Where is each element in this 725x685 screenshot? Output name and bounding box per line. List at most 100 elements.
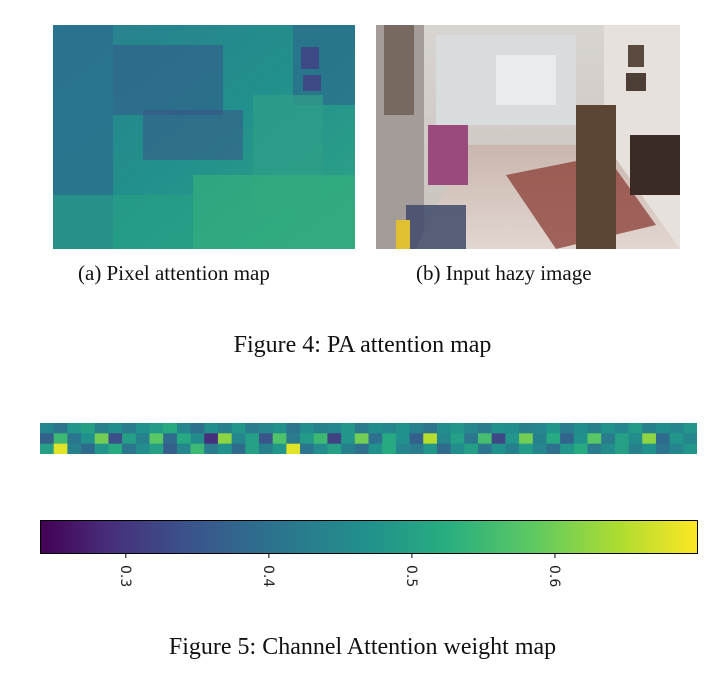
- figure-5-caption: Figure 5: Channel Attention weight map: [168, 634, 557, 660]
- heatmap-cell: [122, 433, 137, 445]
- heatmap-cell: [327, 433, 342, 445]
- heatmap-cell: [231, 423, 246, 434]
- heatmap-cell: [601, 443, 616, 454]
- channel-attention-heatmap: [40, 423, 697, 454]
- heatmap-cell: [40, 423, 55, 434]
- heatmap-cell: [587, 423, 602, 434]
- heatmap-cell: [67, 433, 82, 445]
- heatmap-cell: [546, 443, 561, 454]
- heatmap-cell: [217, 443, 233, 454]
- colorbar: [40, 520, 698, 554]
- heatmap-cell: [204, 423, 219, 434]
- heatmap-cell: [135, 423, 150, 434]
- heatmap-cell: [354, 443, 369, 454]
- heatmap-cell: [81, 423, 96, 434]
- heatmap-cell: [409, 433, 424, 445]
- heatmap-cell: [245, 443, 260, 454]
- heatmap-cell: [259, 443, 274, 454]
- heatmap-cell: [354, 423, 369, 434]
- heatmap-cell: [478, 443, 493, 454]
- colorbar-tick-label: 0.4: [260, 565, 276, 587]
- heatmap-cell: [272, 423, 287, 434]
- heatmap-cell: [204, 433, 219, 445]
- heatmap-cell: [628, 423, 643, 434]
- heatmap-cell: [176, 433, 191, 445]
- heatmap-cell: [286, 423, 301, 434]
- heatmap-cell: [642, 423, 657, 434]
- colorbar-ticks: 0.3 0.4 0.5 0.6: [117, 553, 562, 587]
- heatmap-cell: [560, 423, 575, 434]
- heatmap-cell: [176, 423, 191, 434]
- heatmap-cell: [683, 433, 697, 445]
- heatmap-cell: [464, 443, 479, 454]
- heatmap-cell: [478, 423, 493, 434]
- heatmap-cell: [669, 433, 684, 445]
- heatmap-cell: [272, 443, 287, 454]
- heatmap-cell: [313, 423, 328, 434]
- heatmap-cell: [149, 433, 164, 445]
- heatmap-cell: [259, 433, 274, 445]
- heatmap-cell: [505, 423, 520, 434]
- heatmap-cell: [204, 443, 219, 454]
- heatmap-cell: [519, 423, 534, 434]
- heatmap-cell: [642, 433, 657, 445]
- heatmap-cell: [190, 423, 205, 434]
- heatmap-cell: [108, 423, 123, 434]
- heatmap-cell: [53, 433, 68, 445]
- heatmap-cell: [176, 443, 191, 454]
- colorbar-tick-label: 0.3: [117, 565, 133, 587]
- heatmap-cell: [231, 433, 246, 445]
- heatmap-cell: [286, 433, 301, 445]
- heatmap-cell: [450, 443, 465, 454]
- heatmap-cell: [560, 433, 575, 445]
- heatmap-cell: [628, 433, 643, 445]
- heatmap-cell: [669, 443, 684, 454]
- heatmap-cell: [163, 423, 178, 434]
- heatmap-cell: [587, 443, 602, 454]
- figure-4-caption: Figure 4: PA attention map: [233, 332, 492, 358]
- heatmap-cell: [300, 423, 315, 434]
- heatmap-cell: [642, 443, 657, 454]
- subcaption-input-hazy: (b) Input hazy image: [416, 261, 592, 285]
- heatmap-cell: [81, 443, 96, 454]
- heatmap-cell: [519, 433, 534, 445]
- heatmap-cell: [573, 443, 588, 454]
- heatmap-cell: [395, 443, 410, 454]
- heatmap-cell: [300, 433, 315, 445]
- heatmap-cell: [614, 423, 629, 434]
- heatmap-cell: [683, 423, 697, 434]
- heatmap-cell: [532, 443, 547, 454]
- heatmap-cell: [149, 423, 164, 434]
- heatmap-cell: [354, 433, 369, 445]
- heatmap-cell: [300, 443, 315, 454]
- heatmap-cell: [478, 433, 493, 445]
- heatmap-cell: [245, 423, 260, 434]
- heatmap-cell: [464, 423, 479, 434]
- heatmap-cell: [601, 423, 616, 434]
- heatmap-cell: [614, 443, 629, 454]
- heatmap-cell: [259, 423, 274, 434]
- heatmap-cell: [368, 443, 383, 454]
- heatmap-cell: [655, 433, 671, 445]
- heatmap-cell: [327, 423, 342, 434]
- heatmap-cell: [450, 433, 465, 445]
- heatmap-cell: [546, 423, 561, 434]
- heatmap-cell: [286, 443, 301, 454]
- heatmap-cell: [53, 443, 68, 454]
- heatmap-cell: [382, 443, 397, 454]
- heatmap-cell: [395, 433, 410, 445]
- heatmap-cell: [53, 423, 68, 434]
- heatmap-cell: [464, 433, 479, 445]
- heatmap-cell: [122, 423, 137, 434]
- heatmap-cell: [655, 443, 671, 454]
- heatmap-cell: [532, 433, 547, 445]
- input-hazy-image: [376, 25, 680, 249]
- heatmap-cell: [108, 433, 123, 445]
- heatmap-cell: [163, 443, 178, 454]
- heatmap-cell: [450, 423, 465, 434]
- heatmap-cell: [190, 433, 205, 445]
- heatmap-cell: [519, 443, 534, 454]
- heatmap-cell: [122, 443, 137, 454]
- heatmap-cell: [505, 443, 520, 454]
- heatmap-cell: [231, 443, 246, 454]
